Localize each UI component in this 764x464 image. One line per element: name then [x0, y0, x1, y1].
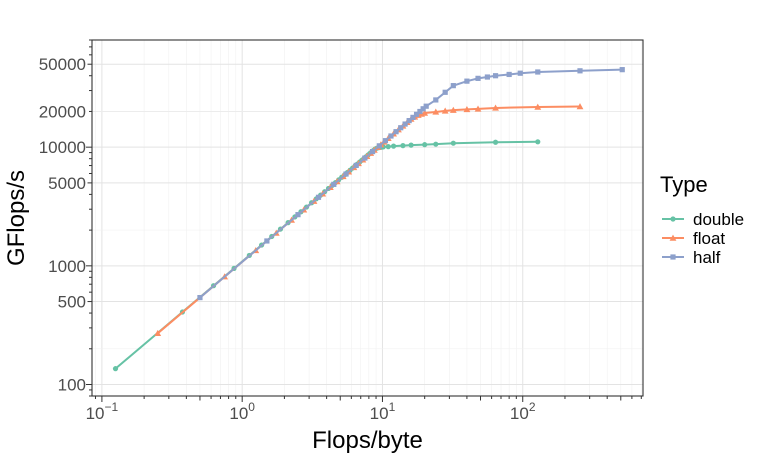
- data-point-float: [534, 103, 542, 110]
- data-point-half: [331, 181, 337, 187]
- data-point-half: [376, 143, 382, 149]
- legend-label-double: double: [693, 210, 744, 229]
- data-point-half: [413, 111, 420, 117]
- x-tick-label: 100: [229, 400, 255, 423]
- x-tick-label: 101: [370, 400, 396, 423]
- data-point-half: [417, 108, 423, 115]
- data-point-half: [464, 78, 470, 84]
- series-layer: [112, 67, 625, 372]
- data-point-half: [264, 238, 270, 244]
- x-tick-label-exponent: 2: [529, 400, 536, 414]
- x-tick-label-exponent: 0: [248, 400, 255, 414]
- x-axis-title: Flops/byte: [312, 427, 423, 454]
- x-tick-label-exponent: −1: [105, 400, 119, 414]
- data-point-half: [450, 83, 456, 89]
- legend-key-marker-double: [670, 216, 676, 222]
- x-tick-label-base: 10: [510, 404, 529, 423]
- plot-border: [91, 39, 644, 397]
- data-point-double: [408, 142, 414, 148]
- data-point-double: [433, 141, 439, 147]
- y-axis-title: GFlops/s: [3, 170, 30, 266]
- y-tick-label: 10000: [39, 138, 86, 157]
- legend-key-marker-float: [669, 234, 677, 241]
- data-point-half: [442, 89, 448, 95]
- data-point-half: [577, 68, 583, 74]
- y-tick-label: 20000: [39, 102, 86, 121]
- data-point-double: [400, 143, 406, 149]
- data-point-double: [112, 366, 119, 372]
- y-tick-label: 5000: [48, 174, 86, 193]
- x-tick-label: 102: [510, 400, 536, 423]
- x-tick-label-base: 10: [370, 404, 389, 423]
- data-point-half: [420, 106, 426, 112]
- x-tick-label-exponent: 1: [389, 400, 396, 414]
- y-tick-label: 50000: [39, 55, 86, 74]
- data-point-double: [492, 139, 499, 145]
- data-point-half: [295, 212, 301, 218]
- legend-key-marker-half: [670, 254, 676, 260]
- data-point-float: [576, 103, 584, 110]
- x-tick-label: 10−1: [86, 400, 119, 423]
- data-point-half: [475, 75, 481, 81]
- data-point-half: [388, 133, 394, 139]
- data-point-half: [433, 97, 439, 103]
- data-point-half: [423, 103, 429, 109]
- data-point-float: [432, 108, 440, 115]
- data-point-half: [369, 148, 376, 155]
- data-point-half: [393, 129, 399, 135]
- plot-panel: [92, 40, 643, 396]
- legend-label-half: half: [693, 248, 721, 267]
- data-point-half: [535, 69, 541, 75]
- data-point-float: [449, 106, 457, 113]
- data-point-half: [315, 194, 322, 200]
- data-point-half: [362, 155, 368, 161]
- data-point-half: [343, 171, 349, 177]
- data-point-double: [535, 139, 541, 145]
- data-point-float: [441, 107, 449, 114]
- data-point-half: [406, 118, 412, 124]
- axes: 10−1 100 101 102100500100050001000020000500…: [39, 39, 642, 423]
- data-point-half: [398, 125, 404, 131]
- data-point-half: [492, 73, 499, 79]
- data-point-double: [385, 144, 391, 150]
- data-point-double: [450, 140, 456, 146]
- x-tick-label-base: 10: [229, 404, 248, 423]
- data-point-half: [619, 67, 625, 73]
- x-tick-label-base: 10: [86, 404, 105, 423]
- y-tick-label: 1000: [48, 257, 86, 276]
- y-tick-label: 100: [58, 376, 86, 395]
- data-point-double: [422, 142, 428, 148]
- data-point-half: [410, 114, 416, 120]
- data-point-float: [421, 109, 429, 116]
- data-point-half: [402, 121, 408, 127]
- data-point-float: [492, 104, 499, 111]
- gridlines: [92, 40, 643, 396]
- data-point-half: [197, 294, 203, 301]
- data-point-half: [484, 74, 491, 80]
- data-point-double: [390, 143, 397, 149]
- data-point-float: [474, 105, 482, 112]
- data-point-float: [463, 106, 471, 113]
- data-point-float: [154, 329, 162, 337]
- y-tick-label: 500: [58, 293, 86, 312]
- data-point-half: [353, 162, 359, 169]
- legend-label-float: float: [693, 229, 725, 248]
- data-point-half: [382, 138, 389, 144]
- legend-title: Type: [660, 172, 708, 197]
- data-point-half: [517, 70, 523, 76]
- data-point-half: [506, 71, 512, 78]
- series-half: [197, 67, 625, 301]
